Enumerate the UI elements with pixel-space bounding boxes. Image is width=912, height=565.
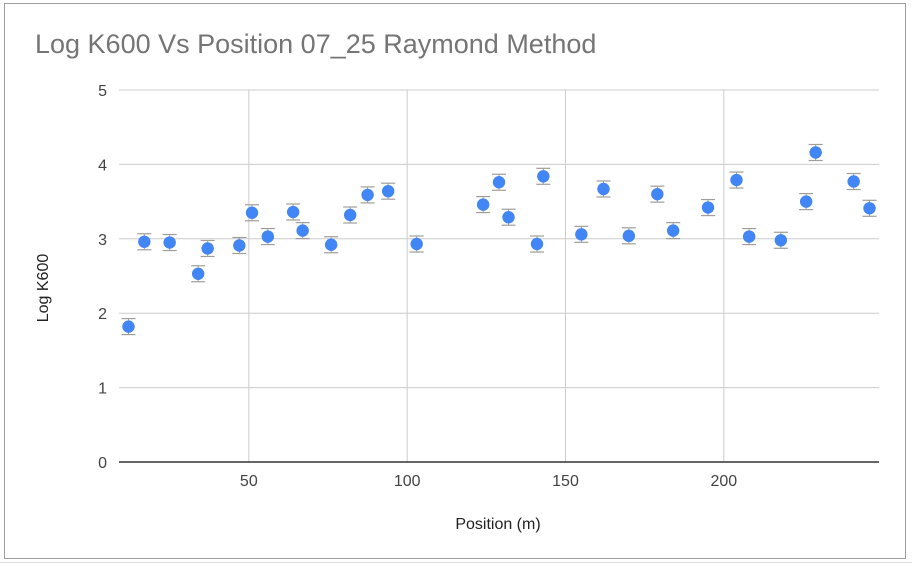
- data-point-marker: [191, 267, 205, 280]
- data-point-marker: [296, 224, 309, 237]
- data-point-marker: [245, 206, 259, 219]
- data-point-marker: [381, 184, 395, 198]
- data-point: [121, 317, 136, 336]
- data-point: [191, 265, 206, 283]
- data-point-marker: [809, 146, 822, 159]
- data-point-marker: [799, 195, 813, 208]
- data-point-marker: [742, 230, 756, 243]
- data-point: [773, 231, 788, 249]
- data-point-marker: [863, 202, 876, 215]
- data-point-marker: [774, 234, 788, 247]
- x-tick-label: 150: [552, 473, 579, 490]
- data-point-marker: [537, 170, 550, 183]
- chart-title: Log K600 Vs Position 07_25 Raymond Metho…: [35, 29, 597, 59]
- chart-card[interactable]: Log K600 Vs Position 07_25 Raymond Metho…: [4, 3, 906, 559]
- data-point-marker: [163, 236, 176, 249]
- marks-layer: [121, 143, 877, 336]
- data-point-marker: [492, 176, 506, 189]
- data-point: [360, 186, 375, 204]
- scatter-plot: 0 1 2 3 4 5 50 100 150 200 Position (m) Log K600: [35, 83, 879, 533]
- data-point: [476, 195, 491, 214]
- data-point: [324, 236, 339, 254]
- data-point: [295, 222, 310, 240]
- data-point: [530, 235, 544, 253]
- data-point-marker: [730, 173, 743, 187]
- data-point: [621, 227, 636, 245]
- data-point-marker: [201, 242, 214, 255]
- y-tick-label: 2: [98, 306, 107, 323]
- data-point: [846, 172, 861, 191]
- data-point: [137, 233, 152, 251]
- data-point-marker: [666, 224, 680, 237]
- data-point: [742, 227, 757, 246]
- data-point-marker: [530, 237, 544, 251]
- data-point-marker: [597, 182, 610, 196]
- x-tick-label: 100: [394, 473, 421, 490]
- data-point-marker: [361, 188, 374, 202]
- data-point: [245, 204, 259, 222]
- data-point-marker: [575, 228, 588, 241]
- data-point-marker: [651, 187, 664, 201]
- data-point: [729, 171, 744, 189]
- data-point: [343, 206, 358, 224]
- data-point: [536, 167, 551, 185]
- y-tick-label: 4: [98, 157, 107, 174]
- data-point: [596, 180, 611, 198]
- data-point-marker: [138, 235, 151, 248]
- data-point-marker: [622, 229, 636, 243]
- data-point: [666, 222, 681, 240]
- data-point: [232, 236, 247, 255]
- data-point: [492, 173, 506, 191]
- data-point-marker: [324, 238, 338, 251]
- data-point-marker: [410, 237, 423, 251]
- axis-layer: 0 1 2 3 4 5 50 100 150 200: [98, 83, 879, 490]
- grid-layer: [119, 89, 879, 462]
- y-tick-label: 1: [98, 381, 107, 398]
- data-point: [409, 235, 424, 253]
- data-point: [574, 225, 589, 243]
- data-point: [260, 227, 275, 246]
- data-point: [808, 143, 823, 162]
- data-point: [162, 233, 177, 252]
- data-point-marker: [233, 239, 246, 252]
- x-tick-label: 50: [240, 473, 258, 490]
- data-point-marker: [343, 208, 357, 222]
- y-axis-label: Log K600: [35, 254, 52, 323]
- data-point: [286, 203, 301, 221]
- y-tick-label: 3: [98, 232, 107, 249]
- y-tick-label: 0: [98, 455, 107, 472]
- data-point: [200, 239, 215, 258]
- data-point: [381, 182, 396, 200]
- data-point: [701, 198, 715, 217]
- data-point-marker: [847, 175, 860, 188]
- data-point-marker: [476, 198, 490, 211]
- data-point: [799, 193, 814, 211]
- x-tick-label: 200: [710, 473, 737, 490]
- data-point-marker: [261, 230, 275, 243]
- data-point-marker: [286, 205, 300, 219]
- y-tick-label: 5: [98, 83, 107, 100]
- data-point-marker: [701, 201, 715, 214]
- data-point-marker: [502, 211, 515, 224]
- sheet-gridline: [0, 562, 912, 563]
- x-axis-label: Position (m): [455, 516, 540, 533]
- data-point: [862, 199, 877, 217]
- data-point: [650, 185, 665, 203]
- data-point-marker: [122, 320, 135, 333]
- data-point: [501, 208, 516, 226]
